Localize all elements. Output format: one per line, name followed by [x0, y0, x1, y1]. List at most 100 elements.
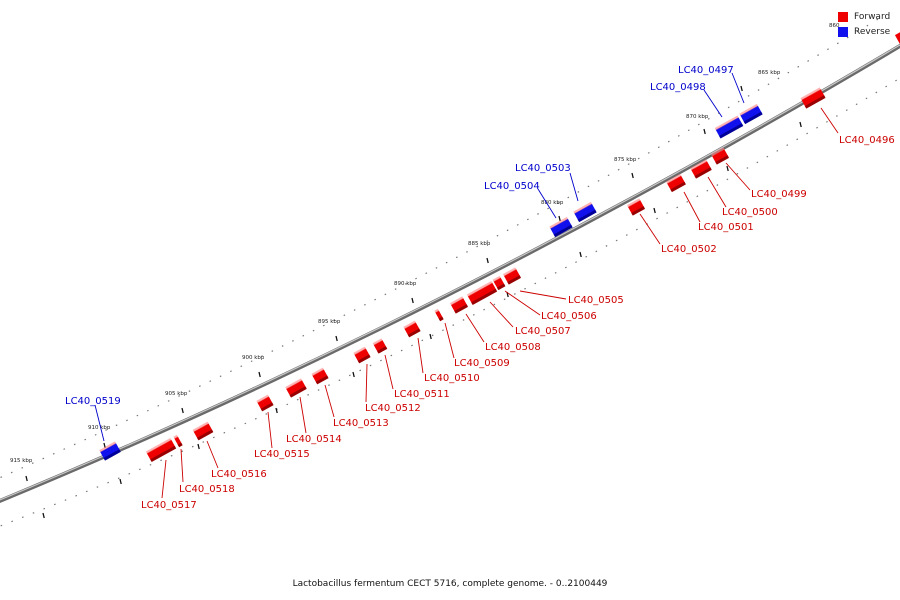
tick-mark [486, 257, 489, 264]
gene-partial [894, 31, 900, 44]
gene-lc40_0514[interactable] [285, 378, 307, 398]
legend-reverse-label: Reverse [854, 26, 891, 37]
gene-lc40_0509[interactable] [434, 308, 444, 322]
legend-forward-label: Forward [854, 11, 891, 22]
tick-mark [335, 335, 338, 342]
gene-label[interactable]: LC40_0517 [141, 500, 197, 511]
gene-lc40_0502[interactable] [626, 198, 646, 216]
gene-shadow [553, 224, 573, 238]
gene-label[interactable]: LC40_0515 [254, 449, 310, 460]
gene-label[interactable]: LC40_0518 [179, 484, 235, 495]
scale-label: 885 kbp [468, 241, 491, 247]
gene-lc40_0512[interactable] [353, 346, 371, 364]
scale-label: 880 kbp [541, 200, 564, 206]
gene-label[interactable]: LC40_0500 [722, 207, 778, 218]
gene-lc40_0516[interactable] [192, 421, 214, 441]
gene-shadow [315, 375, 329, 385]
gene-lc40_0503[interactable] [573, 201, 597, 223]
gene-label[interactable]: LC40_0511 [394, 389, 450, 400]
gene-body [286, 380, 307, 397]
gene-lc40_0507[interactable] [466, 280, 498, 306]
scale-label: 905 kbp [165, 391, 188, 397]
scale-label: 865 kbp [758, 70, 781, 76]
gene-lc40_0496[interactable] [800, 87, 826, 109]
tick-mark [799, 121, 802, 128]
gene-label[interactable]: LC40_0510 [424, 373, 480, 384]
leader-line [820, 107, 839, 134]
scale-label: 870 kbp [686, 114, 709, 120]
tick-mark [631, 172, 634, 179]
gene-label[interactable]: LC40_0508 [485, 342, 541, 353]
genome-backbone-highlight [0, 44, 900, 501]
leader-line [504, 290, 541, 316]
gene-highlight [99, 441, 117, 453]
leader-line [569, 172, 579, 202]
gene-label[interactable]: LC40_0516 [211, 469, 267, 480]
tick-mark [42, 512, 45, 519]
gene-label[interactable]: LC40_0499 [751, 189, 807, 200]
leader-line [465, 313, 485, 343]
gene-label[interactable]: LC40_0514 [286, 434, 342, 445]
tick-mark [703, 128, 706, 135]
gene-lc40_0500[interactable] [690, 159, 712, 179]
legend-forward: Forward [838, 9, 890, 24]
gene-label[interactable]: LC40_0507 [515, 326, 571, 337]
gene-label[interactable]: LC40_0513 [333, 418, 389, 429]
gene-shadow [631, 206, 646, 216]
gene-label[interactable]: LC40_0498 [650, 82, 706, 93]
gene-shadow [438, 316, 444, 322]
leader-line [683, 191, 701, 223]
gene-body [667, 175, 686, 192]
gene-lc40_0508[interactable] [449, 296, 469, 314]
gene-label[interactable]: LC40_0497 [678, 65, 734, 76]
gene-shadow [377, 346, 388, 354]
gene-label[interactable]: LC40_0501 [698, 222, 754, 233]
scale-label: 890 kbp [394, 281, 417, 287]
gene-shadow [719, 123, 744, 139]
gene-label[interactable]: LC40_0519 [65, 396, 121, 407]
gene-lc40_0501[interactable] [666, 173, 686, 193]
gene-label[interactable]: LC40_0506 [541, 311, 597, 322]
gene-body [627, 200, 645, 215]
gene-label[interactable]: LC40_0509 [454, 358, 510, 369]
gene-shadow [260, 402, 274, 412]
outer-scale-track [0, 17, 881, 479]
gene-lc40_0499[interactable] [710, 147, 730, 165]
gene-shadow [197, 429, 214, 441]
inner-scale-track [0, 77, 900, 527]
gene-highlight [466, 280, 493, 297]
gene-lc40_0497[interactable] [739, 103, 763, 125]
gene-label[interactable]: LC40_0504 [484, 181, 540, 192]
gene-lc40_0513[interactable] [311, 367, 329, 385]
gene-body [550, 218, 573, 237]
gene-lc40_0518[interactable] [173, 434, 183, 448]
gene-lc40_0511[interactable] [372, 338, 388, 354]
gene-shadow [454, 304, 469, 314]
scale-label: 895 kbp [318, 319, 341, 325]
gene-lc40_0498[interactable] [714, 115, 744, 139]
gene-lc40_0504[interactable] [549, 216, 573, 238]
gene-lc40_0519[interactable] [99, 441, 121, 461]
gene-lc40_0517[interactable] [145, 437, 177, 463]
genome-caption: Lactobacillus fermentum CECT 5716, compl… [292, 579, 608, 589]
gene-body [404, 322, 421, 337]
gene-label[interactable]: LC40_0505 [568, 295, 624, 306]
gene-lc40_0510[interactable] [403, 320, 421, 338]
leader-line [489, 301, 514, 328]
gene-shadow [804, 95, 826, 109]
gene-highlight [502, 267, 517, 277]
gene-lc40_0505[interactable] [502, 267, 522, 285]
gene-highlight [372, 338, 383, 346]
tick-mark [653, 207, 656, 214]
leader-line [537, 188, 557, 219]
gene-label[interactable]: LC40_0512 [365, 403, 421, 414]
tick-mark [275, 407, 278, 414]
gene-lc40_0506[interactable] [492, 275, 506, 291]
gene-highlight [173, 434, 179, 439]
gene-label[interactable]: LC40_0496 [839, 135, 895, 146]
gene-body [193, 423, 213, 440]
gene-label[interactable]: LC40_0502 [661, 244, 717, 255]
gene-label[interactable]: LC40_0503 [515, 163, 571, 174]
gene-shadow [103, 449, 121, 461]
gene-lc40_0515[interactable] [256, 394, 274, 412]
